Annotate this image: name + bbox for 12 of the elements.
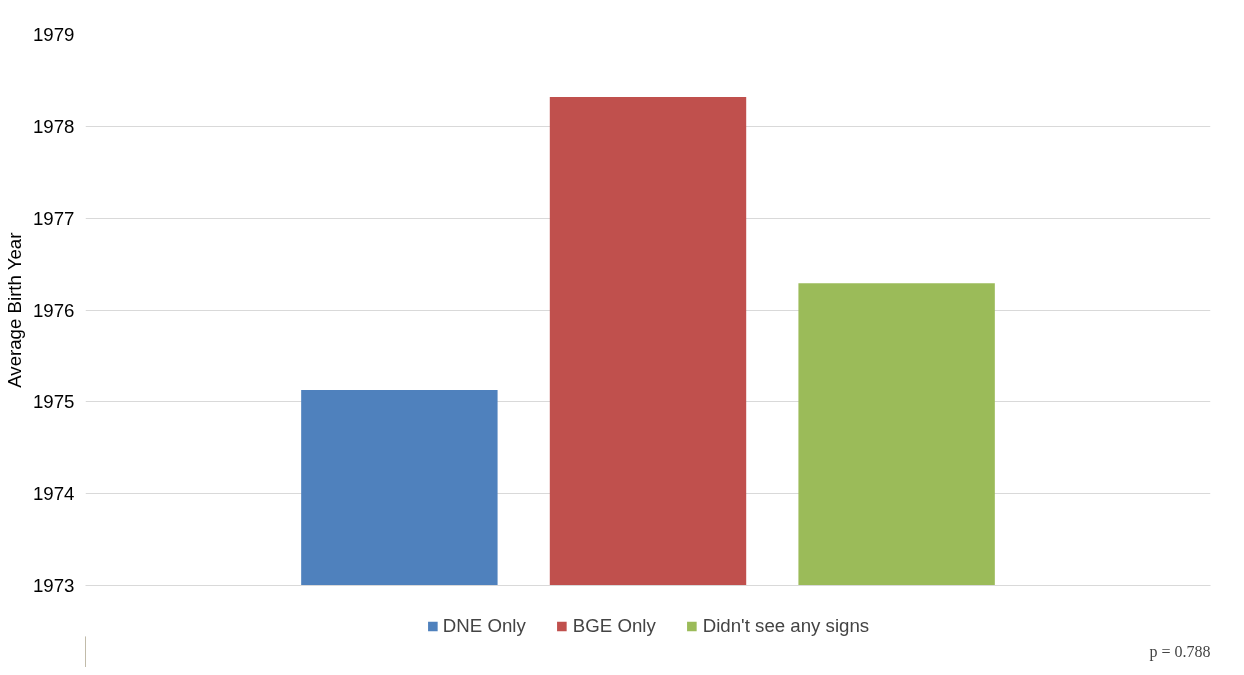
y-tick-label: 1979 (33, 24, 75, 45)
y-tick-label: 1978 (33, 115, 75, 137)
y-tick-label: 1976 (33, 299, 75, 321)
text: p = 0.788 (1149, 642, 1211, 661)
y-tick-label: 1973 (33, 575, 75, 596)
y-tick-label: 1975 (33, 391, 75, 413)
y-tick-label: 1977 (33, 207, 75, 229)
legend-label: Didn't see any signs (702, 615, 870, 637)
legend-label: DNE Only (442, 615, 526, 637)
y-tick-label: 1974 (33, 483, 75, 505)
legend-label: BGE Only (572, 615, 656, 637)
y-axis-title: Average Birth Year (4, 232, 25, 388)
